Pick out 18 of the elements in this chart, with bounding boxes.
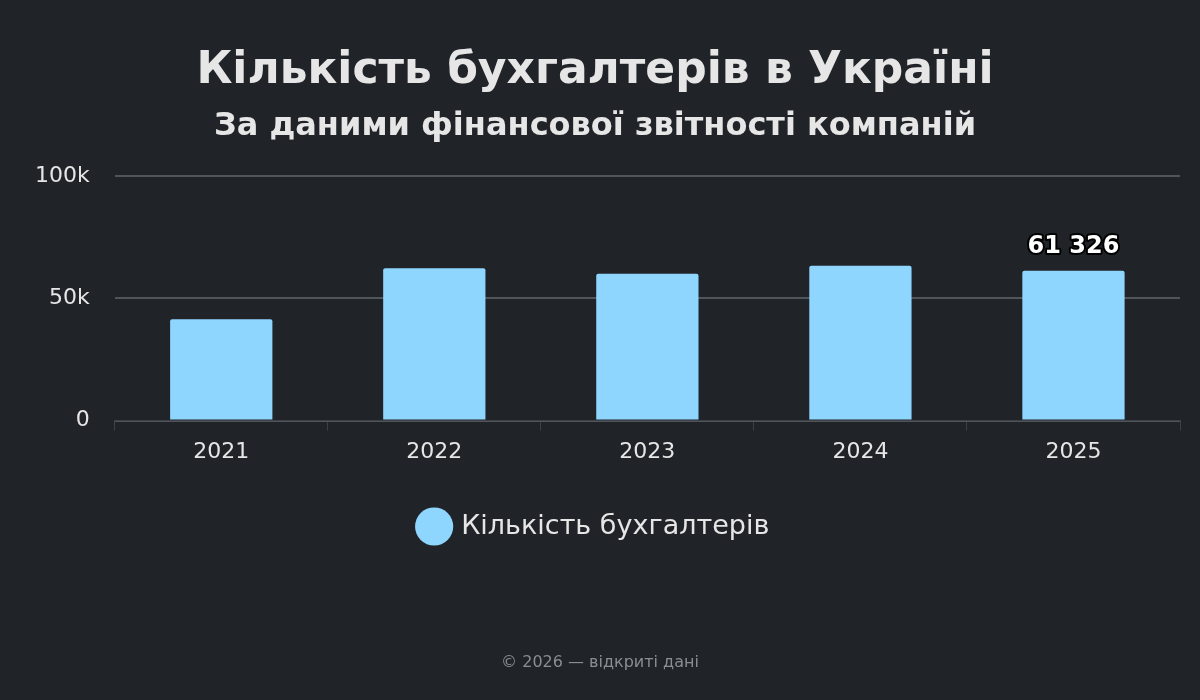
x-tick-label: 2021 — [193, 437, 250, 463]
x-tick-label: 2023 — [619, 437, 676, 463]
bar — [596, 273, 699, 420]
y-tick-label: 50k — [49, 284, 90, 310]
chart-subtitle: За даними фінансової звітності компаній — [213, 105, 977, 144]
bar — [170, 319, 273, 420]
x-tick-label: 2025 — [1045, 437, 1102, 463]
bar — [809, 265, 912, 420]
x-tick-label: 2022 — [406, 437, 463, 463]
bar — [1022, 270, 1125, 420]
chart-title: Кількість бухгалтерів в Україні — [196, 41, 994, 93]
y-tick-label: 100k — [35, 161, 90, 187]
x-tick-label: 2024 — [832, 437, 889, 463]
y-tick-label: 0 — [75, 406, 90, 432]
data-label: 61 326 — [1027, 230, 1120, 259]
text: © 2026 — відкриті дані — [500, 652, 700, 671]
bar — [383, 268, 486, 420]
legend-label: Кількість бухгалтерів — [461, 508, 770, 540]
